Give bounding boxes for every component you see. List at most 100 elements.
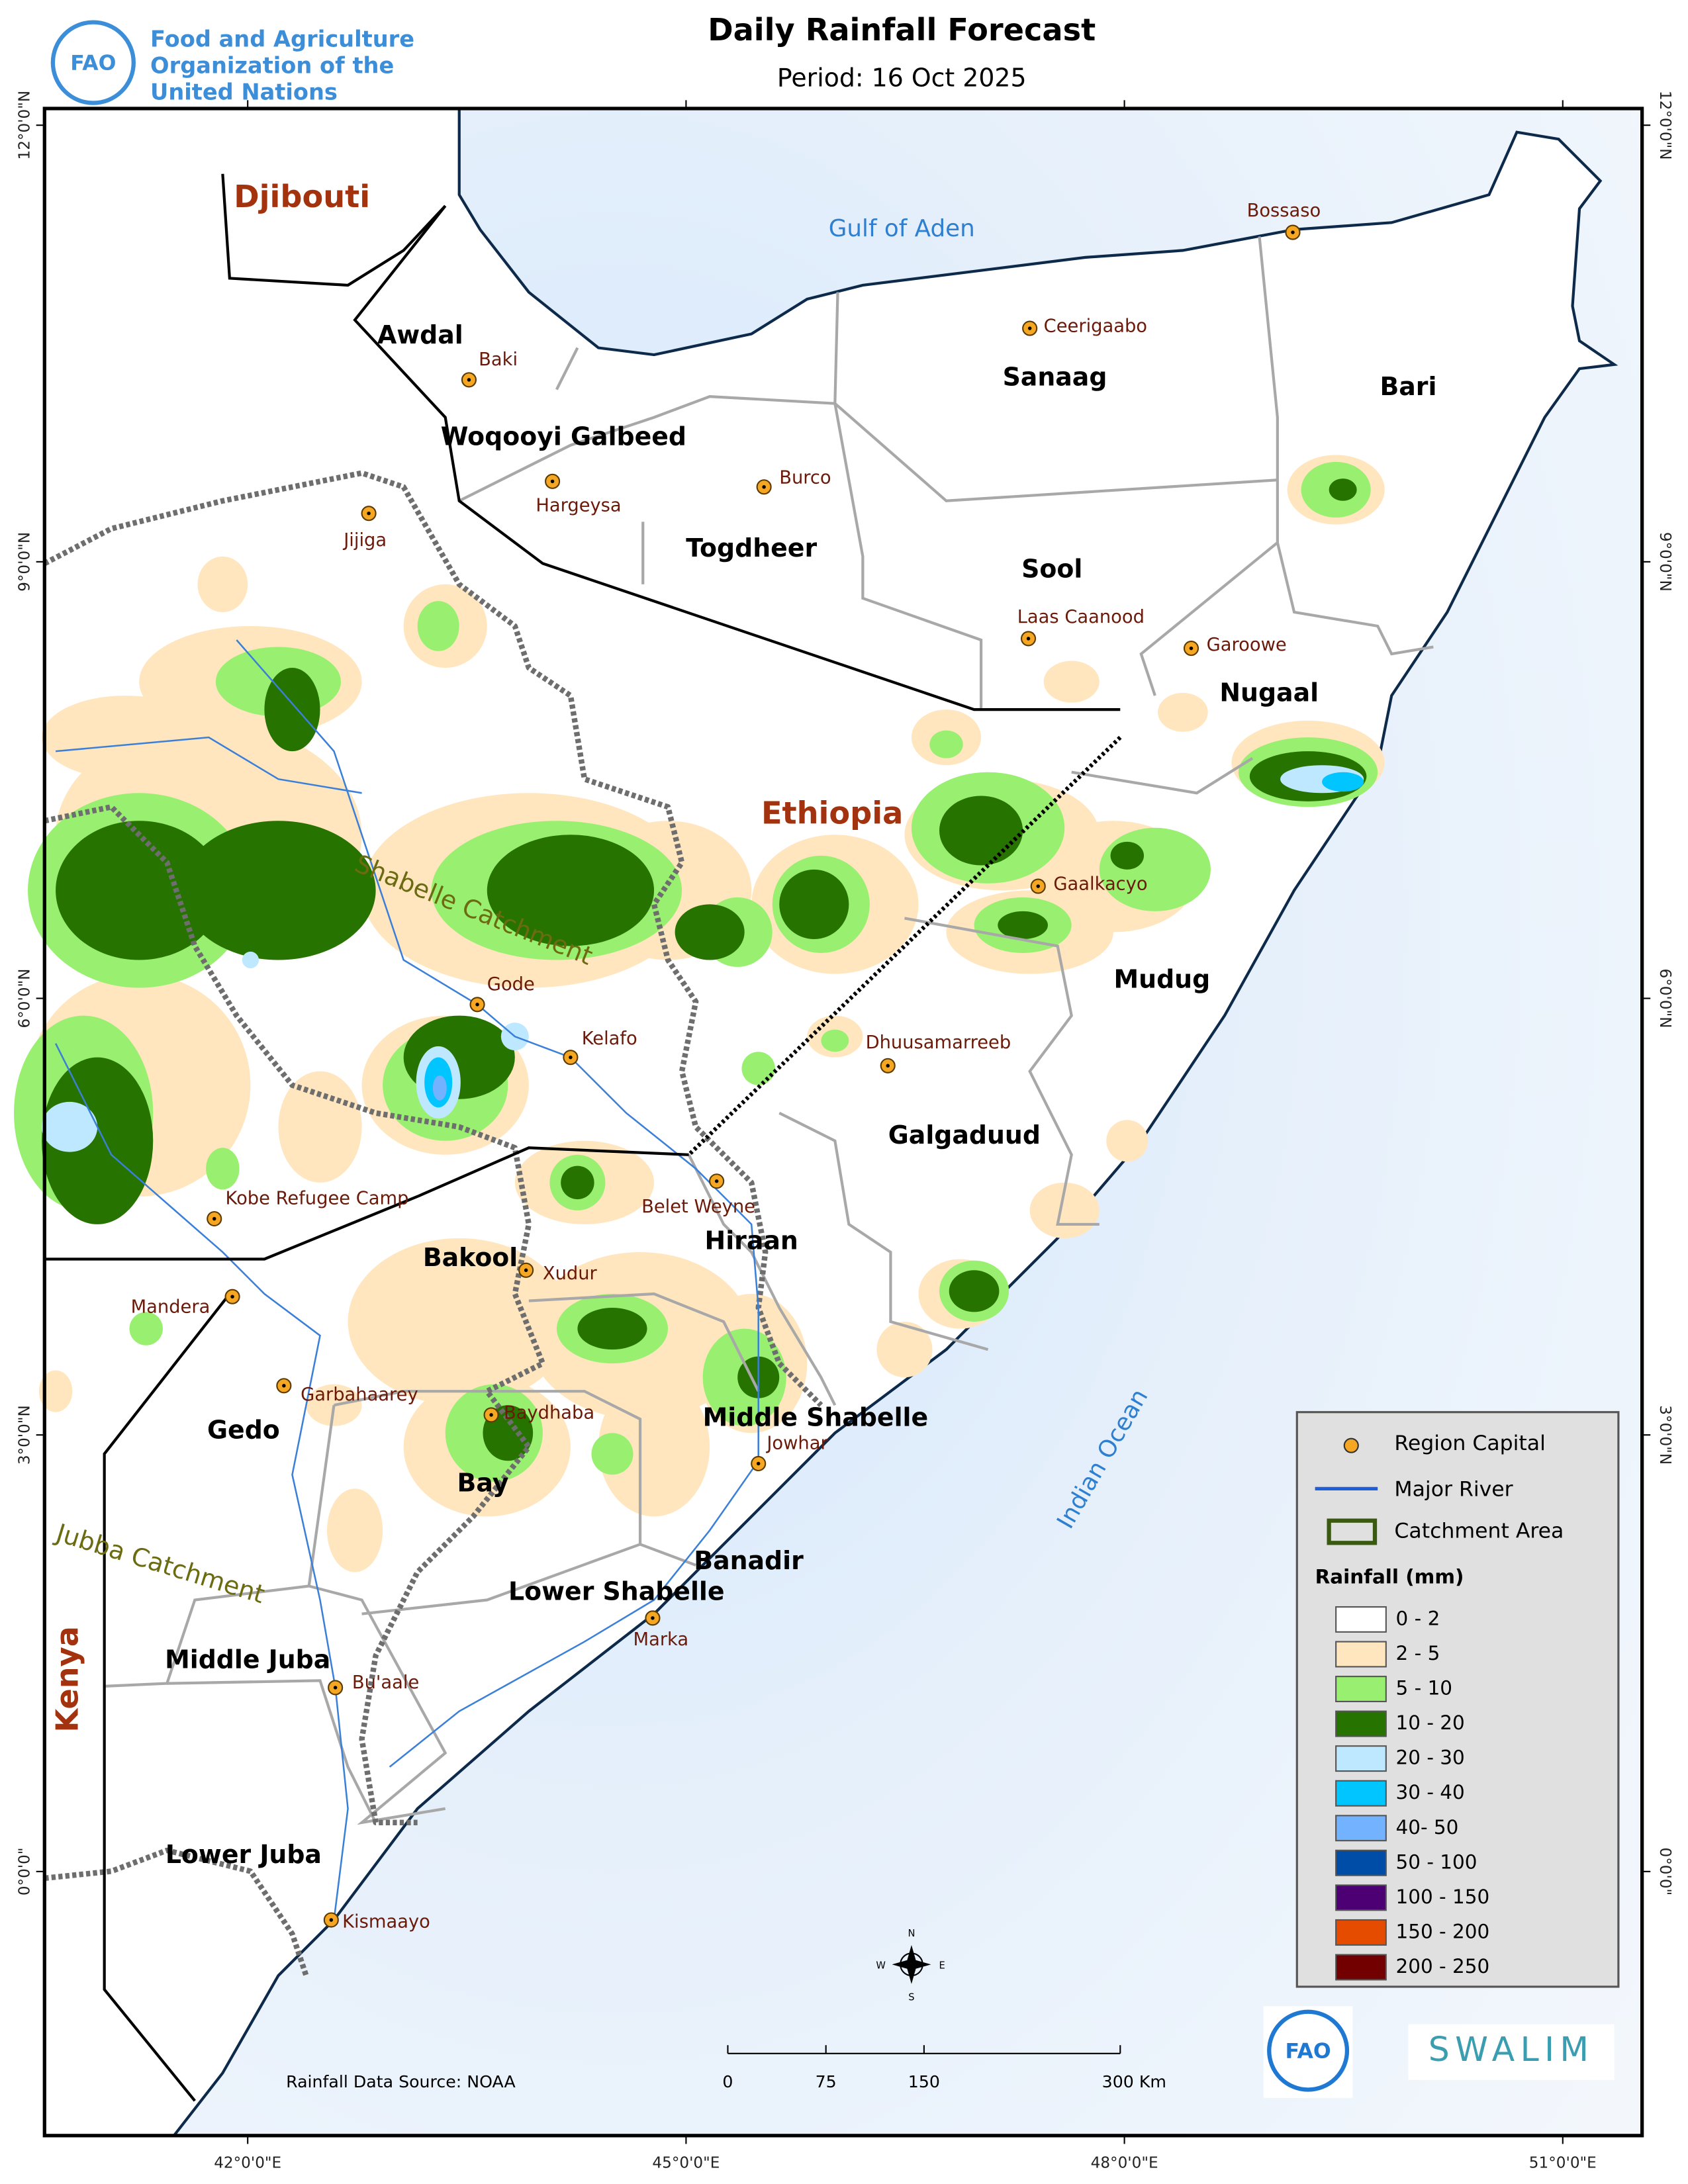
scale-label: 0 [722,2072,733,2091]
rainfall-area [432,1075,447,1101]
rivers [54,639,759,1921]
logo-ring [50,20,136,105]
rainfall-area [1158,692,1208,732]
logo-letters: FAO [1286,2040,1331,2064]
admin-line [833,403,983,710]
legend-swatch [1335,1606,1387,1633]
lat-label: 12°0'0"N [16,91,33,160]
region-label: Bari [1380,372,1436,401]
lat-label: 9°0'0"N [1656,532,1673,592]
rainfall-area [181,821,376,960]
compass-letter: W [876,1960,886,1971]
lat-label: 0°0'0" [1656,1848,1673,1896]
place-marker-dot [282,1384,286,1388]
rainfall-area [1043,660,1100,703]
legend-swatch [1335,1745,1387,1772]
catchment-boundaries [43,470,823,1977]
legend-swatch [1335,1710,1387,1737]
region-label: Nugaal [1219,678,1319,707]
admin-line [458,394,1278,502]
legend-class-label: 40- 50 [1396,1816,1459,1839]
region-label: Woqooyi Galbeed [441,422,686,451]
country-label: Ethiopia [761,795,903,831]
boundary [353,205,1121,711]
compass-letter: E [939,1960,945,1971]
rainfall-area [998,911,1048,939]
legend-symbol [1343,1437,1359,1453]
place-marker-dot [1027,326,1032,330]
legend-swatch [1335,1884,1387,1911]
place-marker-dot [1291,230,1295,234]
fao-logo-bottom: FAO [1263,2006,1353,2099]
title: Daily Rainfall Forecast [708,12,1096,48]
place-marker-dot [230,1295,234,1298]
place-marker-dot [212,1216,216,1221]
legend-symbol [1327,1518,1378,1545]
river [55,736,362,794]
org-name: Organization of the [150,52,394,78]
place-label: Hargeysa [536,496,621,516]
river [54,1043,349,1921]
place-label: Ceerigaabo [1044,316,1147,337]
rainfall-area [591,1433,633,1475]
place-label: Jowhar [765,1433,828,1454]
legend-class-label: 30 - 40 [1396,1781,1465,1803]
legend-swatch [1335,1641,1387,1668]
legend-class-label: 10 - 20 [1396,1711,1465,1734]
legend-swatch [1335,1676,1387,1703]
lat-label: 3°0'0"N [16,1405,33,1465]
boundary [44,1146,689,1261]
region-label: Lower Juba [165,1840,322,1869]
lon-label: 45°0'0"E [652,2154,720,2171]
place-marker-dot [550,479,555,484]
boundary [221,173,447,287]
lat-label: 9°0'0"N [16,532,33,592]
lon-label: 48°0'0"E [1091,2154,1158,2171]
region-label: Middle Juba [165,1645,330,1674]
org-name: Food and Agriculture [150,26,414,52]
place-label: Kismaayo [342,1912,430,1933]
scale-label: 75 [816,2072,837,2091]
rainfall-area [675,904,745,960]
legend-class-label: 20 - 30 [1396,1747,1465,1769]
lat-label: 0°0'0" [16,1848,33,1896]
place-marker-dot [1026,637,1031,641]
region-label: Sanaag [1003,362,1107,391]
water-label: Gulf of Aden [829,215,975,242]
rainfall-area [949,1270,1000,1312]
place-label: Xudur [543,1263,598,1284]
period: Period: 16 Oct 2025 [777,63,1027,92]
region-label: Togdheer [686,533,817,563]
rainfall-area [417,601,459,651]
lat-label: 6°0'0"N [16,969,33,1028]
place-label: Baydhaba [504,1402,594,1423]
place-marker-dot [467,378,471,382]
logo-ring [1267,2009,1350,2092]
rainfall-area [577,1308,647,1350]
admin-boundaries [104,236,1434,1825]
place-marker-dot [886,1064,890,1068]
international-boundaries [44,173,1121,2102]
rainfall-area [38,1370,73,1412]
legend-swatch [1335,1849,1387,1876]
region-label: Lower Shabelle [508,1576,725,1606]
place-marker-dot [475,1003,479,1007]
rainfall-area [42,1057,154,1224]
compass-letter: N [908,1928,915,1939]
place-marker-dot [1189,646,1194,651]
place-label: Marka [633,1629,689,1650]
place-label: Gode [487,974,535,995]
rainfall-area [129,1312,163,1345]
boundary [103,1293,231,2102]
place-label: Jijiga [342,530,387,551]
place-marker-dot [1036,884,1040,888]
catchment-line [43,470,823,1408]
region-label: Hiraan [705,1226,798,1255]
legend-label: Major River [1394,1477,1513,1501]
lat-label: 6°0'0"N [1656,969,1673,1028]
region-label: Banadir [694,1546,804,1575]
rainfall-area [1329,478,1357,501]
region-label: Galgaduud [888,1120,1041,1150]
